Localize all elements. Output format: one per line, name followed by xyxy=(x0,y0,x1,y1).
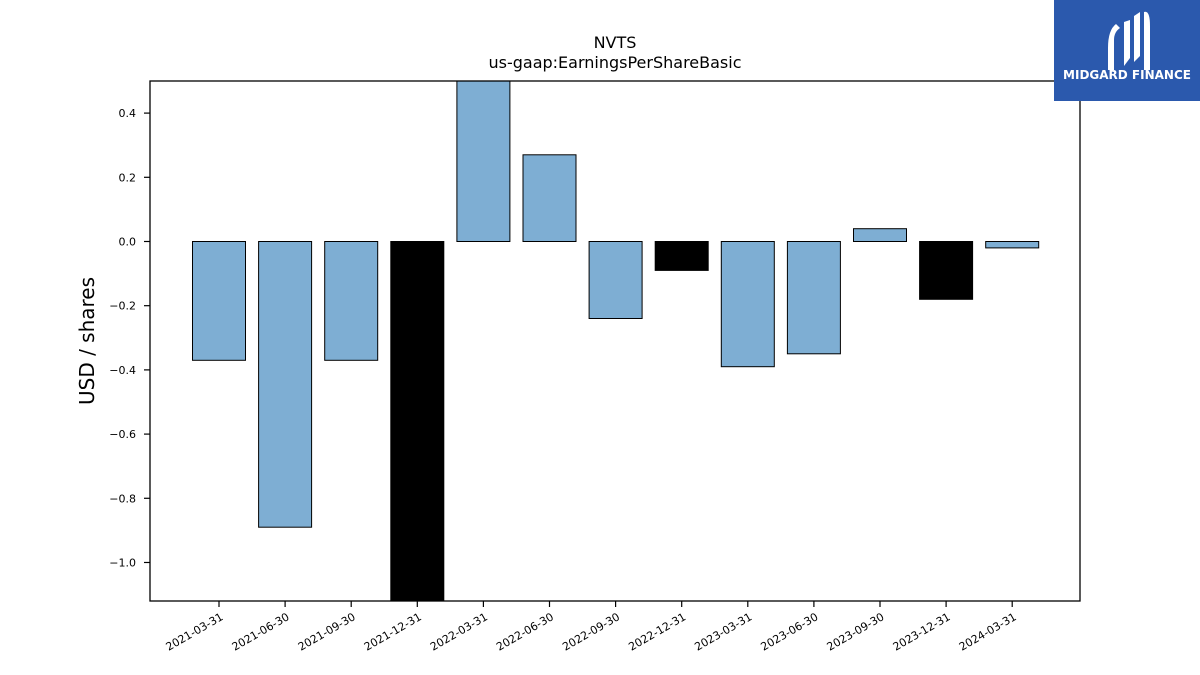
bar-2023-12-31 xyxy=(919,241,974,300)
plot-frame xyxy=(149,80,1081,602)
x-tick-label: 2023-09-30 xyxy=(825,610,887,653)
bar-2021-09-30 xyxy=(324,241,379,361)
x-tick-label: 2022-09-30 xyxy=(560,610,622,653)
y-axis-label: USD / shares xyxy=(75,277,99,405)
bar-2021-03-31 xyxy=(192,241,246,361)
chart-subtitle: us-gaap:EarningsPerShareBasic xyxy=(488,53,741,72)
x-tick-label: 2023-06-30 xyxy=(759,610,821,653)
bar-2023-03-31 xyxy=(720,241,775,368)
x-tick-label: 2023-03-31 xyxy=(692,610,754,653)
y-tick-label: −0.2 xyxy=(109,300,136,313)
x-tick-label: 2021-12-31 xyxy=(362,610,424,653)
x-tick-label: 2022-06-30 xyxy=(494,610,556,653)
y-tick-label: 0.0 xyxy=(119,235,137,248)
y-tick-label: −0.8 xyxy=(109,492,136,505)
x-tick-label: 2022-12-31 xyxy=(626,610,688,653)
midgard-logo-icon xyxy=(1108,11,1150,70)
bar-2022-03-31 xyxy=(456,80,511,242)
bar-2023-09-30 xyxy=(853,228,907,242)
x-tick-label: 2021-09-30 xyxy=(296,610,358,653)
bar-2021-12-31 xyxy=(390,241,445,602)
y-tick-label: −0.4 xyxy=(109,364,136,377)
bar-2022-06-30 xyxy=(522,154,577,242)
bar-2023-06-30 xyxy=(786,241,841,355)
y-tick-label: −1.0 xyxy=(109,556,136,569)
bar-2021-06-30 xyxy=(258,241,313,528)
y-axis: 0.4 0.2 0.0 −0.2 −0.4 −0.6 −0.8 −1.0 xyxy=(109,107,150,569)
bars-group xyxy=(192,80,1040,602)
bar-2024-03-31 xyxy=(985,241,1040,249)
x-tick-label: 2021-06-30 xyxy=(230,610,292,653)
x-tick-label: 2023-12-31 xyxy=(891,610,953,653)
chart-title: NVTS xyxy=(594,33,637,52)
x-tick-label: 2022-03-31 xyxy=(428,610,490,653)
midgard-finance-logo: MIDGARD FINANCE xyxy=(1054,0,1200,101)
x-tick-label: 2024-03-31 xyxy=(957,610,1019,653)
logo-text: MIDGARD FINANCE xyxy=(1063,68,1191,82)
y-tick-label: −0.6 xyxy=(109,428,136,441)
y-tick-label: 0.4 xyxy=(119,107,137,120)
bar-2022-09-30 xyxy=(588,241,643,319)
x-tick-label: 2021-03-31 xyxy=(164,610,226,653)
x-axis: 2021-03-31 2021-06-30 2021-09-30 2021-12-31… xyxy=(164,601,1019,654)
bar-2022-12-31 xyxy=(654,241,709,271)
y-tick-label: 0.2 xyxy=(119,171,137,184)
